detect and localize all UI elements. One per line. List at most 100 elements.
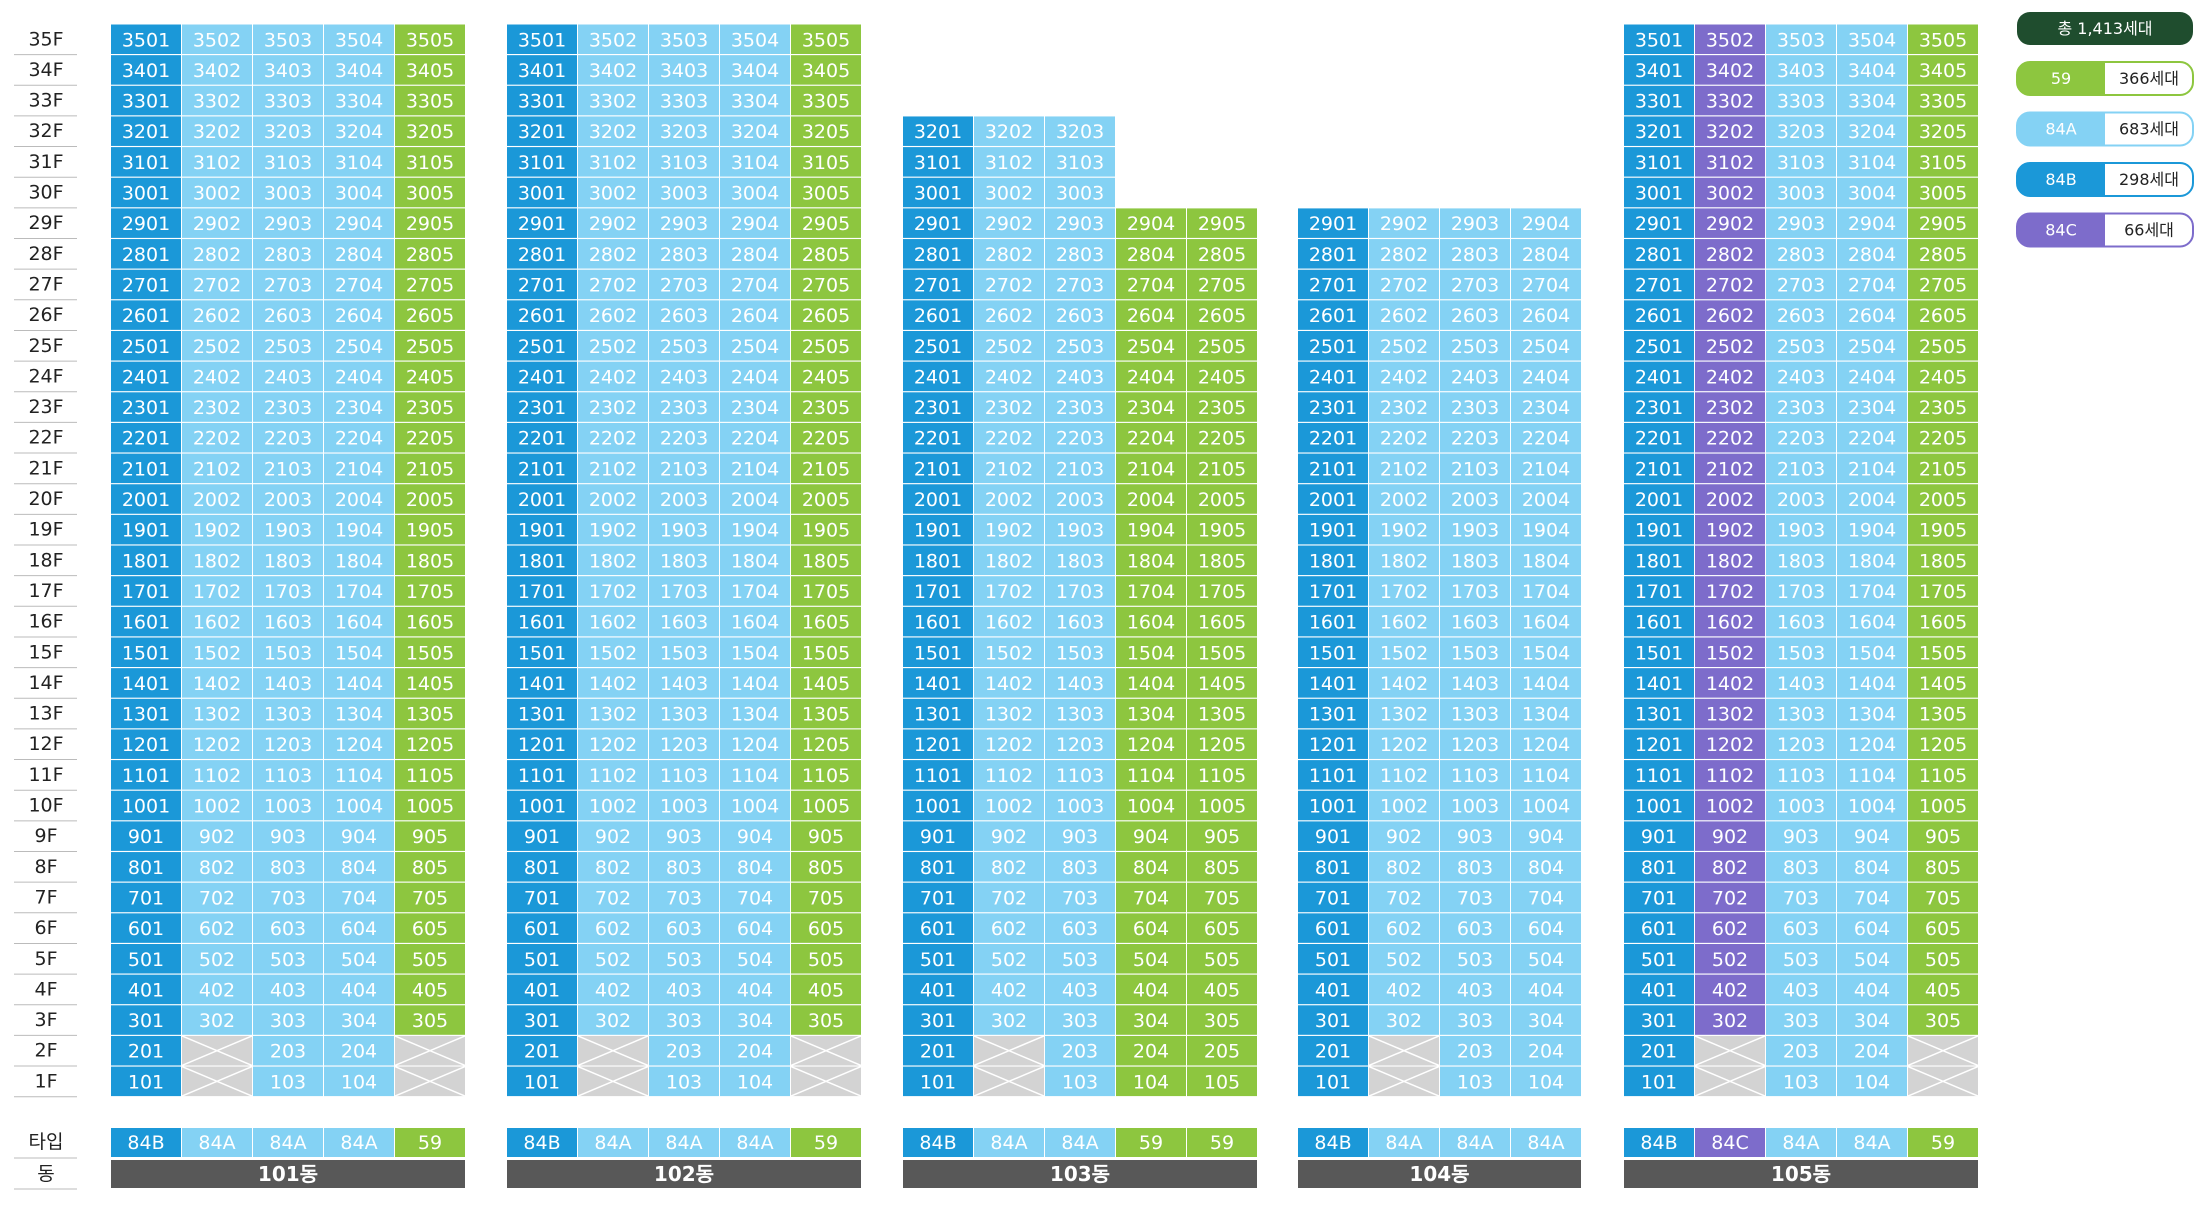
unit-cell	[182, 698, 252, 729]
unit-number: 2202	[589, 428, 637, 450]
unit-number: 2003	[1056, 489, 1104, 511]
unit-cell	[1116, 576, 1186, 606]
unit-cell	[578, 55, 648, 85]
unit-number: 2705	[1919, 274, 1967, 296]
unit-number: 2502	[1706, 336, 1754, 358]
unit-number: 1601	[1635, 612, 1683, 634]
unit-number: 1401	[1635, 673, 1683, 695]
unit-cell	[111, 453, 181, 484]
unit-number: 804	[1854, 857, 1890, 879]
unit-cell	[395, 637, 465, 667]
unit-cell	[182, 913, 252, 943]
unit-number: 1805	[406, 550, 454, 572]
unit-cell	[395, 974, 465, 1005]
unit-number: 405	[1204, 979, 1240, 1001]
unit-cell	[578, 453, 648, 484]
unit-number: 703	[666, 887, 702, 909]
unit-cell	[1045, 760, 1115, 790]
unit-number: 2401	[1309, 366, 1357, 388]
unit-cell	[324, 760, 394, 790]
unit-number: 803	[270, 857, 306, 879]
unit-number: 3203	[660, 121, 708, 143]
unit-cell	[507, 422, 577, 453]
unit-number: 2804	[1127, 244, 1175, 266]
unit-cell	[1511, 576, 1581, 606]
unit-number: 103	[1457, 1071, 1493, 1093]
unit-cell	[649, 147, 719, 177]
unit-cell	[324, 1005, 394, 1035]
unit-number: 2403	[1777, 366, 1825, 388]
unit-cell	[324, 361, 394, 392]
unit-number: 2603	[1056, 305, 1104, 327]
floor-label: 20F	[28, 488, 63, 510]
unit-number: 2803	[1777, 244, 1825, 266]
unit-number: 1605	[802, 612, 850, 634]
unit-number: 2005	[802, 489, 850, 511]
unit-cell	[974, 852, 1044, 882]
unit-number: 802	[595, 857, 631, 879]
unit-cell	[1187, 514, 1257, 545]
unit-number: 1403	[660, 673, 708, 695]
unit-cell	[791, 821, 861, 851]
unit-cell	[1369, 637, 1439, 667]
unit-number: 3101	[122, 152, 170, 174]
unit-number: 1602	[985, 612, 1033, 634]
unit-number: 704	[1854, 887, 1890, 909]
unit-number: 1502	[193, 642, 241, 664]
unit-number: 3303	[1777, 91, 1825, 113]
unit-cell	[507, 453, 577, 484]
unit-number: 1601	[122, 612, 170, 634]
unit-number: 2601	[914, 305, 962, 327]
unit-cell	[1298, 637, 1368, 667]
unit-number: 2101	[1309, 458, 1357, 480]
unit-cell	[1116, 269, 1186, 300]
floor-label: 14F	[28, 672, 63, 694]
unit-cell	[1116, 392, 1186, 422]
unit-number: 502	[991, 949, 1027, 971]
unit-number: 2103	[1056, 458, 1104, 480]
unit-number: 2005	[1198, 489, 1246, 511]
unit-number: 2205	[802, 428, 850, 450]
unit-number: 3501	[122, 29, 170, 51]
unit-number: 1803	[1777, 550, 1825, 572]
unit-number: 703	[270, 887, 306, 909]
unit-cell	[182, 331, 252, 361]
type-label: 84A	[1782, 1132, 1819, 1154]
unit-number: 702	[1712, 887, 1748, 909]
unit-number: 2404	[335, 366, 383, 388]
unit-number: 1101	[1635, 765, 1683, 787]
unit-number: 304	[1528, 1010, 1564, 1032]
unit-number: 201	[524, 1041, 560, 1063]
unit-number: 204	[737, 1041, 773, 1063]
unit-cell	[253, 729, 323, 759]
unit-cell	[507, 331, 577, 361]
unit-cell	[791, 147, 861, 177]
unit-number: 2805	[406, 244, 454, 266]
unit-number: 1403	[1777, 673, 1825, 695]
unit-cell	[507, 668, 577, 698]
unit-number: 1702	[1380, 581, 1428, 603]
unit-number: 2203	[1777, 428, 1825, 450]
unit-number: 1704	[335, 581, 383, 603]
unit-number: 3103	[660, 152, 708, 174]
unit-cell	[253, 790, 323, 821]
unit-number: 2603	[264, 305, 312, 327]
unit-number: 3303	[264, 91, 312, 113]
unit-cell	[507, 300, 577, 330]
unit-number: 1501	[914, 642, 962, 664]
unit-cell	[324, 453, 394, 484]
unit-number: 2803	[660, 244, 708, 266]
unit-number: 1705	[1198, 581, 1246, 603]
legend-count: 366세대	[2119, 69, 2179, 88]
unit-number: 1502	[589, 642, 637, 664]
unit-cell	[791, 974, 861, 1005]
unit-number: 2604	[335, 305, 383, 327]
unit-cell	[974, 821, 1044, 851]
unit-number: 1105	[1198, 765, 1246, 787]
unit-number: 3504	[731, 29, 779, 51]
unit-cell	[1187, 239, 1257, 269]
unit-number: 1802	[985, 550, 1033, 572]
unit-cell	[903, 361, 973, 392]
unit-cell	[395, 147, 465, 177]
unit-number: 3201	[914, 121, 962, 143]
